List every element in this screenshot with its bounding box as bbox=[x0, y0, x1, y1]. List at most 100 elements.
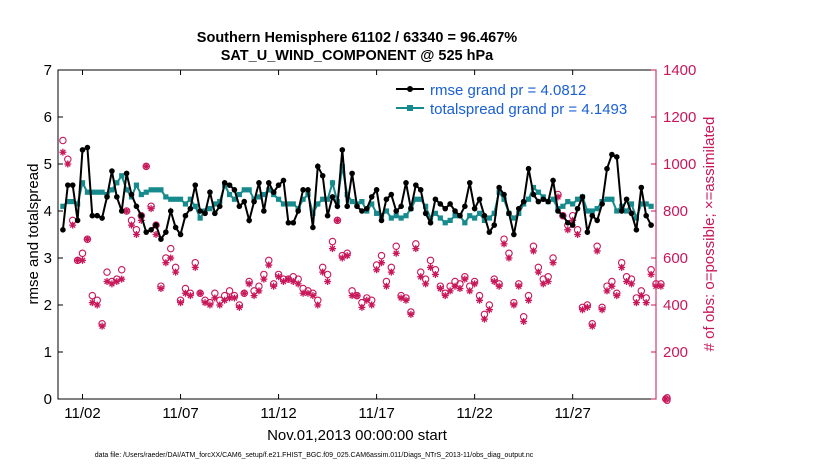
rmse-marker bbox=[241, 198, 248, 205]
assimilated-obs-marker bbox=[191, 263, 199, 271]
rmse-marker bbox=[84, 144, 91, 151]
rmse-marker bbox=[638, 184, 645, 191]
y-right-tick-label: 1000 bbox=[663, 156, 696, 173]
assimilated-obs-marker bbox=[88, 299, 96, 307]
rmse-marker bbox=[501, 191, 507, 198]
rmse-marker bbox=[628, 210, 635, 217]
assimilated-obs-marker bbox=[569, 216, 577, 224]
rmse-marker bbox=[192, 182, 199, 188]
rmse-marker bbox=[623, 196, 630, 203]
spread-marker bbox=[638, 201, 644, 207]
rmse-marker bbox=[275, 182, 282, 188]
assimilated-obs-marker bbox=[373, 266, 381, 274]
rmse-marker bbox=[319, 172, 326, 179]
rmse-marker bbox=[408, 205, 414, 212]
rmse-marker bbox=[466, 180, 473, 186]
rmse-marker bbox=[432, 196, 439, 203]
assimilated-obs-marker bbox=[368, 301, 376, 309]
rmse-marker bbox=[491, 222, 498, 228]
assimilated-obs-marker bbox=[98, 322, 106, 330]
spread-marker bbox=[423, 203, 429, 209]
y-axis-left-label: rmse and totalspread bbox=[25, 164, 42, 305]
rmse-marker bbox=[187, 205, 194, 212]
spread-marker bbox=[594, 206, 600, 212]
legend-spread-marker bbox=[407, 105, 413, 111]
assimilated-obs-marker bbox=[328, 245, 336, 253]
spread-marker bbox=[614, 208, 620, 214]
rmse-marker bbox=[114, 194, 120, 200]
spread-marker bbox=[530, 184, 537, 191]
rmse-marker bbox=[231, 187, 238, 193]
rmse-marker bbox=[74, 217, 81, 224]
assimilated-obs-marker bbox=[123, 207, 131, 215]
rmse-marker bbox=[143, 229, 150, 235]
rmse-marker bbox=[69, 182, 76, 188]
assimilated-obs-marker bbox=[412, 245, 420, 253]
y-left-tick-label: 6 bbox=[44, 109, 52, 126]
assimilated-obs-marker bbox=[397, 294, 405, 302]
rmse-marker bbox=[417, 187, 424, 193]
assimilated-obs-marker bbox=[245, 280, 253, 288]
rmse-marker bbox=[599, 201, 605, 207]
rmse-marker bbox=[373, 187, 380, 193]
x-tick-label: 11/27 bbox=[554, 405, 590, 422]
rmse-marker bbox=[285, 219, 292, 226]
rmse-marker bbox=[118, 208, 125, 214]
assimilated-obs-marker bbox=[510, 301, 518, 309]
spread-marker bbox=[432, 210, 439, 216]
spread-marker bbox=[173, 196, 179, 202]
spread-marker bbox=[133, 182, 140, 188]
possible-obs-marker bbox=[88, 291, 97, 300]
assimilated-obs-marker bbox=[529, 247, 537, 255]
assimilated-obs-marker bbox=[647, 270, 655, 278]
legend-rmse-label: rmse grand pr = 4.0812 bbox=[430, 82, 586, 99]
spread-marker bbox=[339, 163, 345, 169]
spread-marker bbox=[623, 208, 630, 214]
spread-marker bbox=[231, 196, 238, 202]
spread-marker bbox=[648, 203, 654, 209]
assimilated-obs-marker bbox=[74, 256, 82, 264]
rmse-marker bbox=[123, 170, 130, 177]
assimilated-obs-marker bbox=[593, 247, 601, 255]
assimilated-obs-marker bbox=[93, 301, 101, 309]
rmse-marker bbox=[314, 163, 321, 170]
legend-rmse-marker bbox=[407, 86, 413, 92]
assimilated-obs-marker bbox=[613, 292, 621, 300]
rmse-marker bbox=[216, 203, 223, 210]
spread-marker bbox=[285, 201, 291, 207]
spread-marker bbox=[369, 201, 375, 207]
spread-marker bbox=[633, 215, 639, 221]
assimilated-obs-marker bbox=[299, 289, 307, 297]
assimilated-obs-marker bbox=[436, 285, 444, 293]
rmse-marker bbox=[265, 180, 272, 186]
spread-marker bbox=[467, 213, 473, 219]
spread-marker bbox=[344, 191, 350, 198]
assimilated-obs-marker bbox=[157, 285, 165, 293]
spread-marker bbox=[114, 180, 120, 186]
spread-marker bbox=[266, 187, 272, 193]
rmse-marker bbox=[246, 217, 252, 224]
assimilated-obs-marker bbox=[446, 287, 454, 295]
rmse-marker bbox=[167, 208, 174, 214]
spread-marker bbox=[315, 201, 321, 207]
y-left-tick-label: 2 bbox=[44, 297, 52, 314]
spread-marker bbox=[413, 196, 419, 202]
spread-marker bbox=[359, 199, 365, 205]
spread-marker bbox=[643, 201, 649, 207]
assimilated-obs-marker bbox=[525, 296, 533, 304]
spread-marker bbox=[320, 196, 326, 202]
assimilated-obs-marker bbox=[152, 231, 160, 238]
rmse-marker bbox=[457, 212, 463, 219]
assimilated-obs-marker bbox=[294, 280, 302, 288]
rmse-marker bbox=[364, 205, 370, 212]
assimilated-obs-marker bbox=[128, 221, 136, 229]
y-right-tick-label: 1400 bbox=[663, 62, 696, 79]
assimilated-obs-marker bbox=[172, 268, 180, 276]
spread-marker bbox=[275, 196, 282, 202]
rmse-marker bbox=[280, 177, 287, 184]
spread-marker bbox=[153, 187, 159, 193]
assimilated-obs-marker bbox=[142, 162, 150, 170]
assimilated-obs-marker bbox=[598, 306, 606, 314]
spread-marker bbox=[65, 199, 71, 205]
